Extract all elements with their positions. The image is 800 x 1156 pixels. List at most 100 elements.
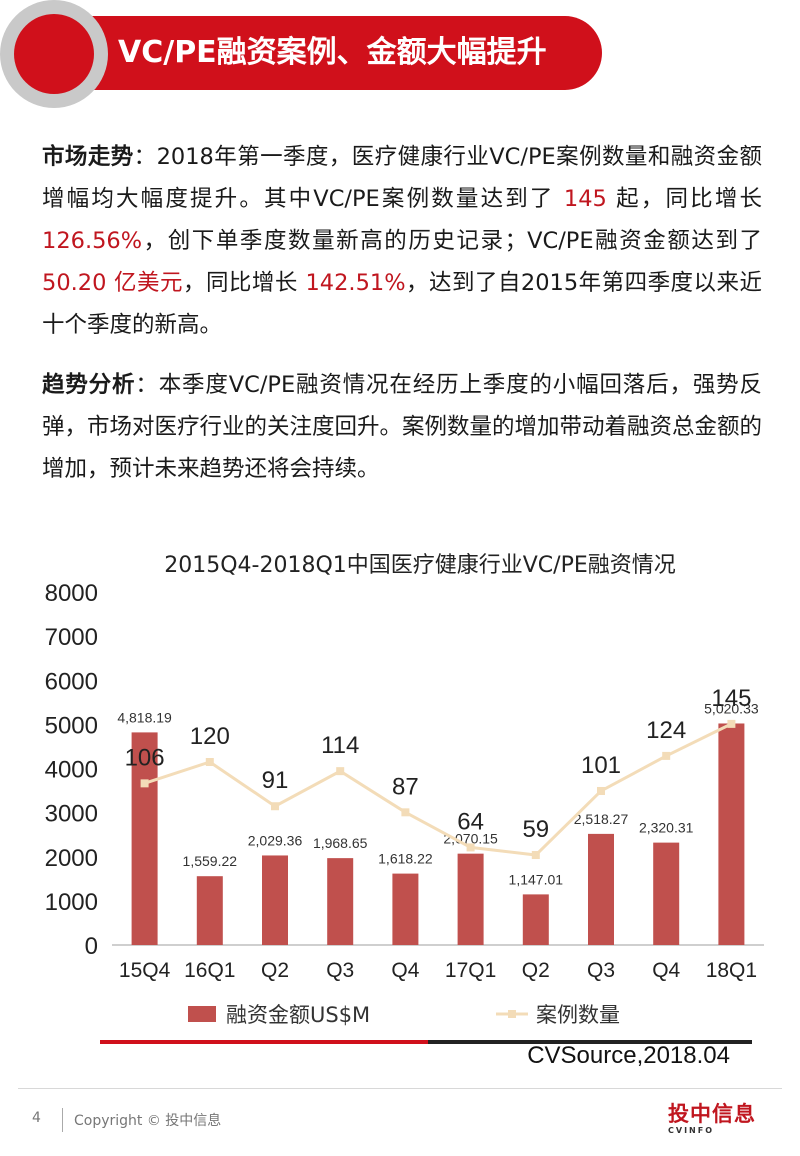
- case-growth-highlight: 126.56%: [42, 228, 143, 254]
- x-tick-label: 15Q4: [119, 959, 171, 982]
- case-count-label: 87: [392, 773, 419, 800]
- x-tick-label: Q2: [261, 959, 289, 982]
- y-tick-label: 4000: [45, 757, 98, 784]
- case-count-line: [144, 722, 733, 857]
- cvinfo-logo: 投中信息 CVINFO: [668, 1102, 760, 1138]
- bar: [131, 732, 158, 945]
- x-tick-label: Q3: [326, 959, 354, 982]
- amount-growth-highlight: 142.51%: [305, 270, 406, 296]
- amount-highlight: 50.20 亿美元: [42, 270, 183, 296]
- x-tick-label: Q3: [587, 959, 615, 982]
- funding-chart: 2015Q4-2018Q1中国医疗健康行业VC/PE融资情况 0 1000 2000…: [45, 553, 764, 1027]
- trend-analysis-label: 趋势分析: [42, 372, 136, 398]
- case-count-marker: [401, 808, 410, 817]
- bar: [262, 855, 288, 945]
- trend-analysis-paragraph: 趋势分析：本季度VC/PE融资情况在经历上季度的小幅回落后，强势反弹，市场对医疗…: [42, 364, 762, 490]
- case-count-label: 145: [711, 685, 751, 712]
- para1-text-5: ，达到了自2015年第四季度以来近十个季度的新高。: [42, 270, 762, 338]
- x-tick-label: Q4: [652, 959, 680, 982]
- footer-separator: [62, 1108, 63, 1132]
- case-count-label: 106: [125, 744, 165, 771]
- x-tick-label: Q2: [522, 959, 550, 982]
- data-source: CVSource,2018.04: [527, 1042, 730, 1069]
- source-rule-red: [100, 1040, 428, 1044]
- para1-text-4: ，同比增长: [182, 270, 306, 296]
- case-count-marker: [271, 802, 279, 811]
- market-trend-paragraph: 市场走势：2018年第一季度，医疗健康行业VC/PE案例数量和融资金额增幅均大幅…: [42, 136, 762, 346]
- bar-value-label: 2,320.31: [639, 820, 694, 836]
- y-tick-label: 0: [85, 933, 98, 960]
- copyright-text: Copyright © 投中信息: [74, 1113, 222, 1129]
- bar-value-label: 2,029.36: [248, 832, 303, 848]
- y-tick-label: 6000: [45, 668, 98, 695]
- case-count-marker: [466, 843, 475, 852]
- case-count-label: 59: [522, 816, 549, 843]
- y-tick-label: 7000: [45, 624, 98, 651]
- bar: [653, 842, 680, 945]
- legend-line-label: 案例数量: [536, 1003, 620, 1027]
- para1-text-1: ：2018年第一季度，医疗健康行业VC/PE案例数量和融资金额增幅均大幅度提升。…: [42, 144, 762, 212]
- market-trend-label: 市场走势: [42, 144, 134, 170]
- bar: [718, 723, 745, 945]
- y-tick-label: 2000: [45, 845, 98, 872]
- bar: [457, 853, 484, 945]
- para2-text: ：本季度VC/PE融资情况在经历上季度的小幅回落后，强势反弹，市场对医疗行业的关…: [42, 372, 763, 482]
- case-count-highlight: 145: [563, 186, 607, 212]
- page-title: VC/PE融资案例、金额大幅提升: [118, 35, 547, 70]
- bar-value-label: 5,020.33: [704, 700, 759, 716]
- bar-value-labels: 4,818.19 1,559.22 2,029.36 1,968.65 1,618.22…: [117, 700, 759, 887]
- x-tick-label: 18Q1: [706, 959, 757, 982]
- footer-divider: [18, 1088, 782, 1089]
- chart-title: 2015Q4-2018Q1中国医疗健康行业VC/PE融资情况: [164, 553, 676, 578]
- case-count-label: 114: [321, 732, 359, 759]
- header-circle-icon: [0, 0, 108, 108]
- bar: [522, 894, 549, 945]
- bar-value-label: 1,968.65: [313, 835, 368, 851]
- header-banner: [60, 16, 602, 90]
- legend-bar-swatch: [188, 1006, 216, 1022]
- x-tick-label: Q4: [391, 959, 419, 982]
- logo-main-text: 投中信息: [668, 1102, 756, 1126]
- y-tick-label: 8000: [45, 580, 98, 607]
- source-rule-black: [428, 1040, 752, 1044]
- bar-value-label: 2,518.27: [574, 811, 629, 827]
- case-count-markers: [140, 719, 736, 860]
- y-tick-label: 1000: [45, 889, 98, 916]
- bar-value-label: 1,618.22: [378, 851, 433, 867]
- logo-sub-text: CVINFO: [668, 1126, 714, 1135]
- header-circle-inner: [14, 14, 94, 94]
- legend-bar-label: 融资金额US$M: [226, 1003, 370, 1027]
- case-count-marker: [597, 786, 605, 795]
- case-count-label: 91: [262, 767, 289, 794]
- x-tick-label: 16Q1: [184, 959, 235, 982]
- case-count-labels: 106 120 91 114 87 64 59 101 124 145: [125, 685, 752, 843]
- y-tick-label: 3000: [45, 801, 98, 828]
- case-count-marker: [727, 719, 736, 728]
- bar-value-label: 4,818.19: [117, 709, 172, 725]
- bar: [588, 833, 614, 945]
- case-count-marker: [531, 851, 540, 860]
- bar: [327, 858, 354, 945]
- bar: [196, 876, 223, 945]
- legend-line-marker: [508, 1010, 516, 1018]
- bar-value-label: 1,559.22: [183, 853, 238, 869]
- case-count-label: 120: [190, 723, 230, 750]
- bar-value-label: 2,070.15: [443, 831, 498, 847]
- case-count-marker: [205, 758, 214, 767]
- x-tick-label: 17Q1: [445, 959, 496, 982]
- case-count-marker: [662, 751, 671, 760]
- bar-value-label: 1,147.01: [509, 871, 564, 887]
- x-axis-labels: 15Q4 16Q1 Q2 Q3 Q4 17Q1 Q2 Q3 Q4 18Q1: [119, 959, 757, 982]
- case-count-label: 124: [646, 717, 686, 744]
- page-number: 4: [32, 1110, 41, 1126]
- para1-text-2: 起，同比增长: [606, 186, 762, 212]
- case-count-marker: [336, 767, 345, 776]
- y-axis: 0 1000 2000 3000 4000 5000 6000 7000 8000: [45, 580, 98, 960]
- y-tick-label: 5000: [45, 712, 98, 739]
- case-count-label: 101: [581, 752, 621, 779]
- bar-series: [131, 723, 745, 945]
- chart-legend: 融资金额US$M 案例数量: [188, 1003, 620, 1027]
- case-count-label: 64: [457, 808, 484, 835]
- bar: [392, 873, 419, 945]
- case-count-marker: [140, 779, 149, 788]
